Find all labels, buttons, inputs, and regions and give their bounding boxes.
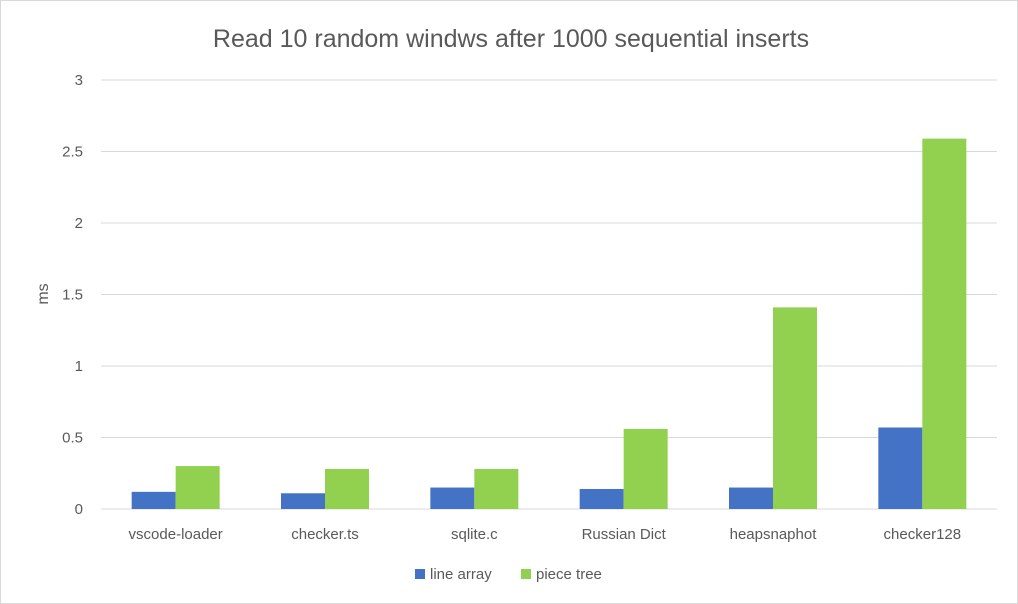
bar-line-array-1 [281,493,325,509]
legend: line array piece tree [415,566,602,583]
legend-label: line array [430,566,492,583]
gridlines [101,79,997,510]
bars [131,138,967,509]
legend-label: piece tree [536,566,602,583]
bar-line-array-4 [729,487,773,509]
bar-piece-tree-3 [623,428,668,509]
x-tick-label: checker.ts [291,526,359,543]
y-tick-label: 1 [75,358,83,375]
legend-swatch-line-array [415,569,425,579]
y-axis-ticks: 0 0.5 1 1.5 2 2.5 3 [62,72,83,518]
bar-line-array-0 [131,491,176,509]
bar-piece-tree-2 [474,468,519,509]
bar-piece-tree-0 [175,466,220,509]
x-tick-label: Russian Dict [582,526,667,543]
chart-title: Read 10 random windws after 1000 sequent… [213,25,809,53]
bar-piece-tree-4 [773,307,817,509]
y-tick-label: 2.5 [62,144,83,161]
bar-piece-tree-5 [922,138,967,509]
x-tick-label: checker128 [884,526,962,543]
legend-swatch-piece-tree [521,569,531,579]
y-tick-label: 0 [75,501,83,518]
y-tick-label: 2 [75,215,83,232]
x-tick-label: vscode-loader [129,526,223,543]
bar-line-array-2 [430,487,475,509]
x-tick-label: heapsnaphot [730,526,818,543]
bar-piece-tree-1 [325,468,369,509]
x-axis-ticks: vscode-loader checker.ts sqlite.c Russian D… [129,526,962,543]
y-tick-label: 0.5 [62,430,83,447]
x-tick-label: sqlite.c [451,526,498,543]
bar-line-array-3 [579,488,624,509]
bar-line-array-5 [878,427,923,509]
y-tick-label: 1.5 [62,287,83,304]
y-axis-title: ms [35,283,52,304]
y-tick-label: 3 [75,72,83,89]
